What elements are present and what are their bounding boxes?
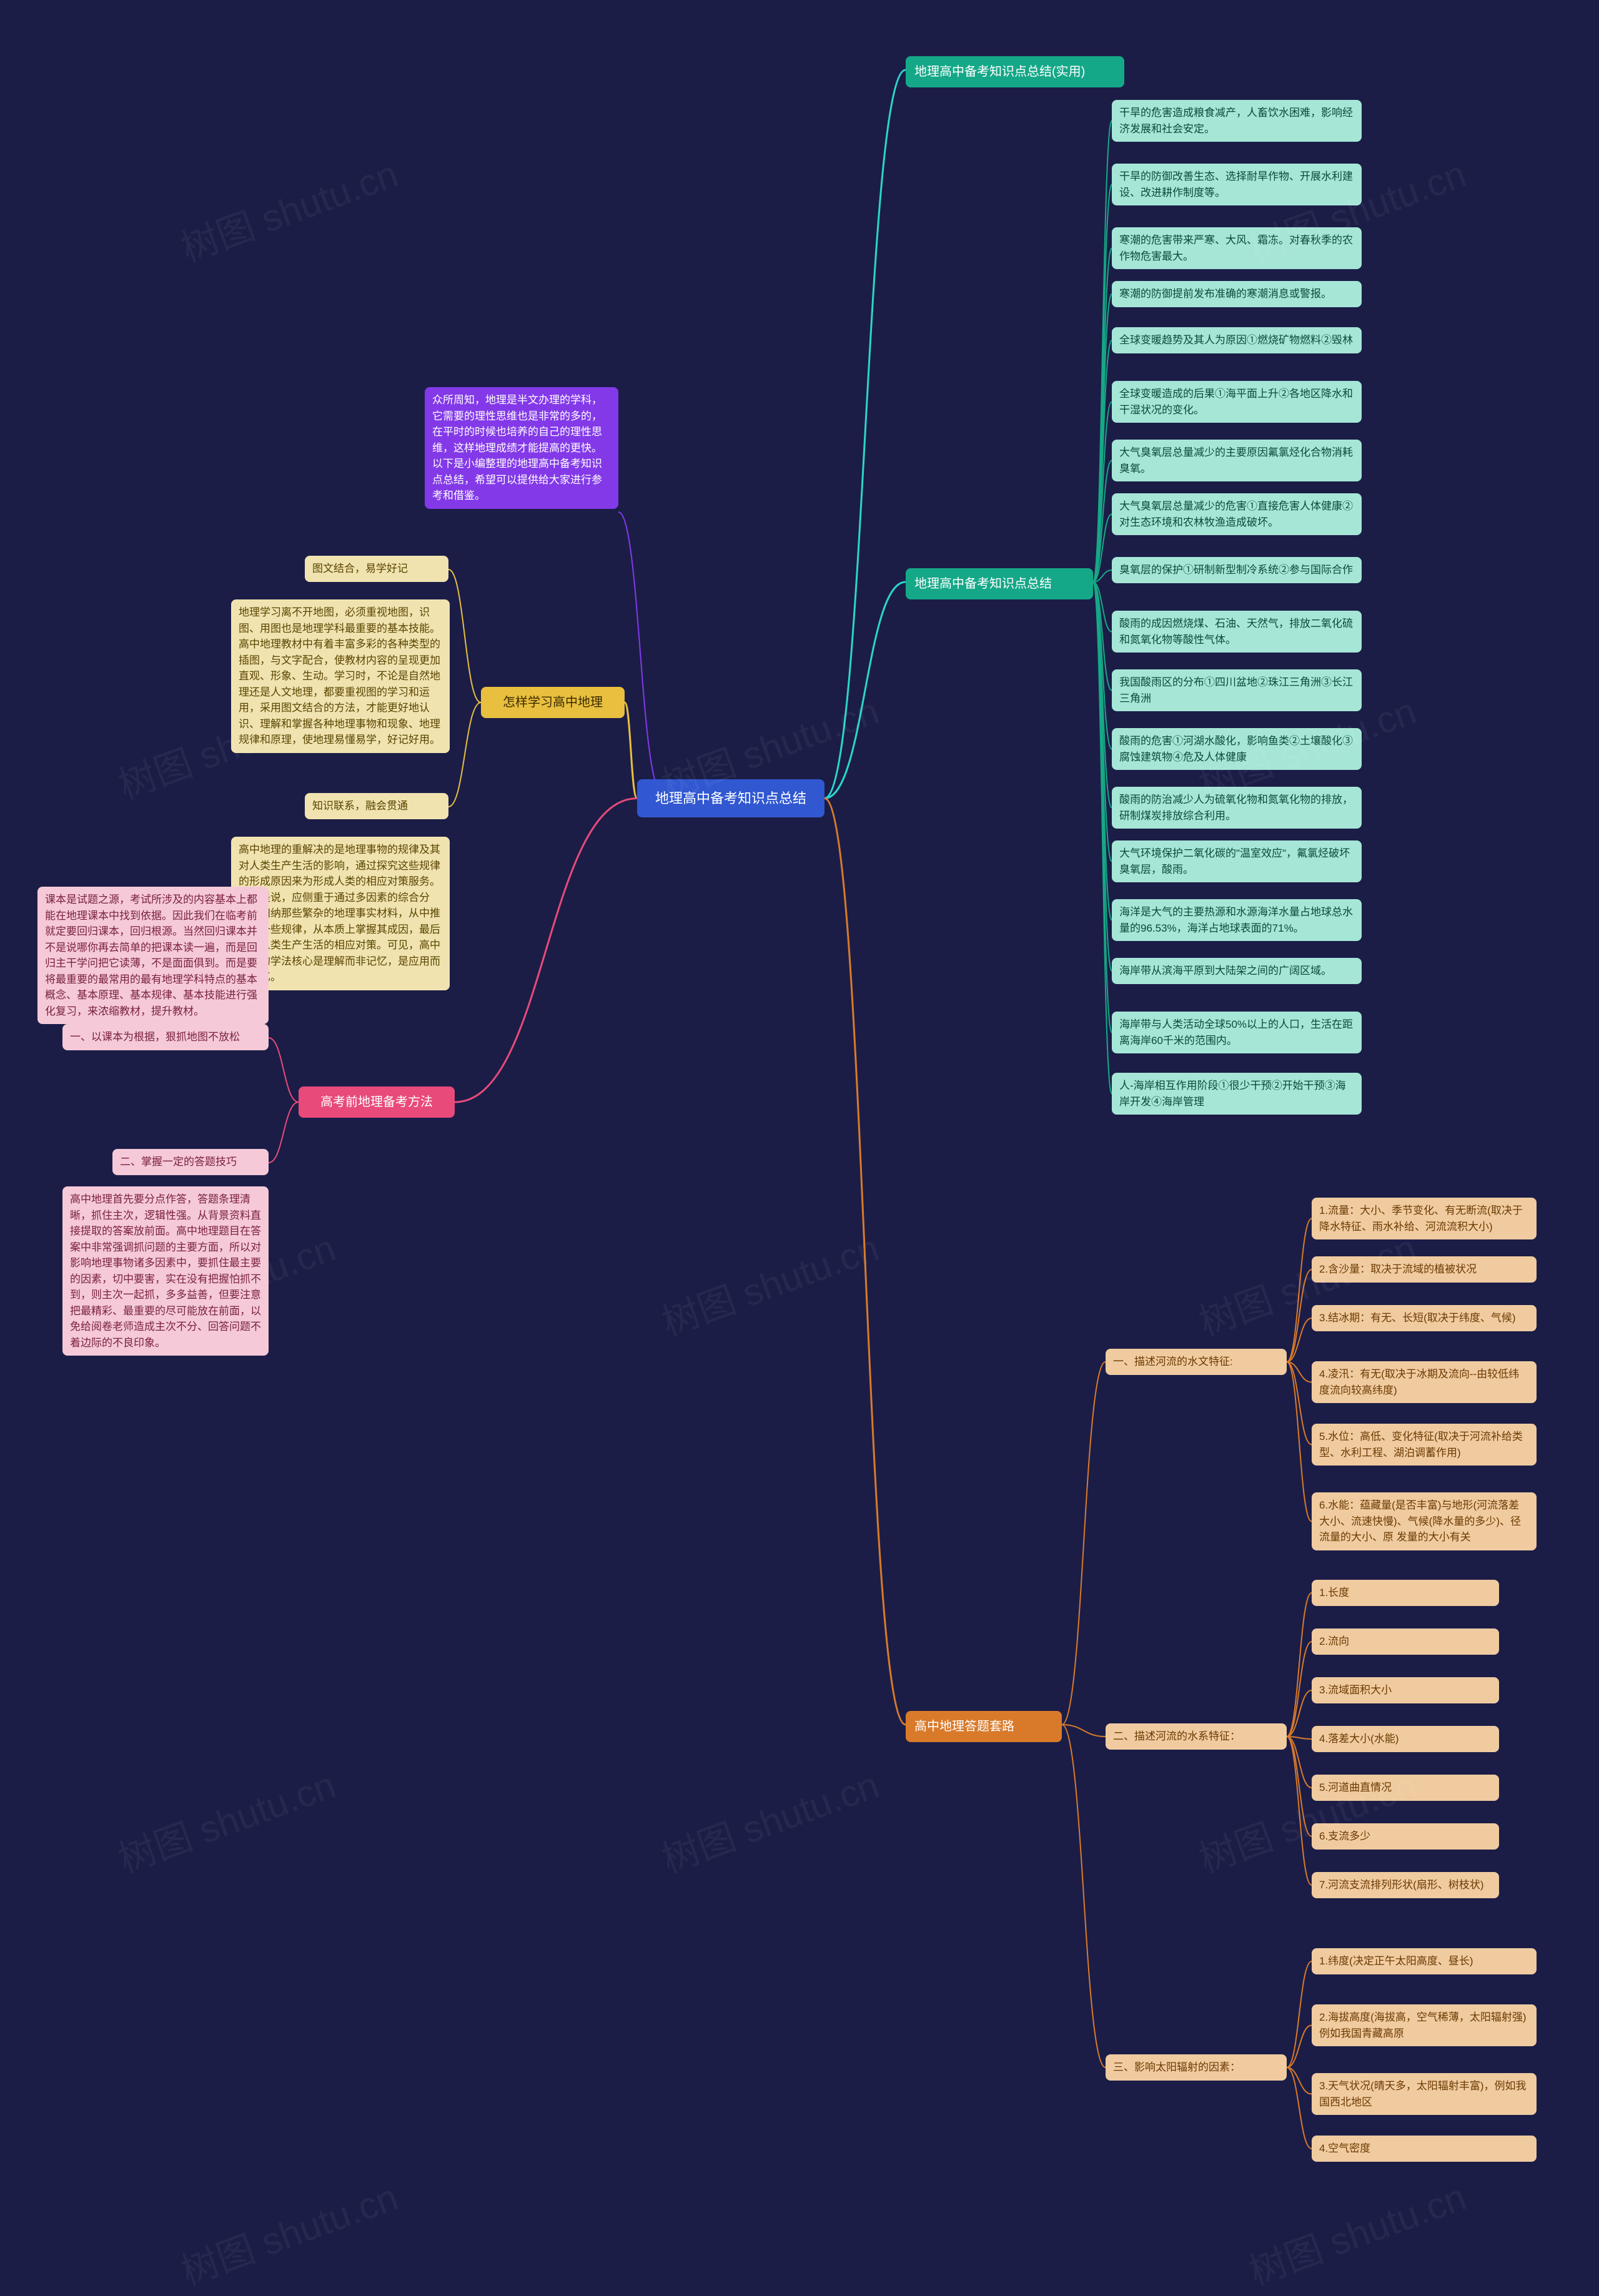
summary-item-4: 全球变暖趋势及其人为原因①燃烧矿物燃料②毁林 (1112, 327, 1362, 353)
sec2-item-0: 1.长度 (1312, 1580, 1499, 1606)
exam-a-detail: 课本是试题之源，考试所涉及的内容基本上都能在地理课本中找到依据。因此我们在临考前… (37, 887, 269, 1024)
watermark: 树图 shutu.cn (653, 1755, 885, 1883)
summary-item-10: 我国酸雨区的分布①四川盆地②珠江三角洲③长江三角洲 (1112, 669, 1362, 711)
intro-node: 众所周知，地理是半文办理的学科，它需要的理性思维也是非常的多的，在平时的时候也培… (425, 387, 618, 509)
summary-item-2: 寒潮的危害带来严寒、大风、霜冻。对春秋季的农作物危害最大。 (1112, 227, 1362, 269)
summary-item-7: 大气臭氧层总量减少的危害①直接危害人体健康②对生态环境和农林牧渔造成破坏。 (1112, 493, 1362, 535)
sec2-item-6: 7.河流支流排列形状(扇形、树枝状) (1312, 1872, 1499, 1898)
study-a-detail: 地理学习离不开地图，必须重视地图，识图、用图也是地理学科最重要的基本技能。高中地… (231, 599, 450, 753)
sec2-item-2: 3.流域面积大小 (1312, 1677, 1499, 1703)
sec2-item-1: 2.流向 (1312, 1628, 1499, 1655)
study-title: 怎样学习高中地理 (481, 687, 625, 718)
summary-item-17: 人-海岸相互作用阶段①很少干预②开始干预③海岸开发④海岸管理 (1112, 1073, 1362, 1115)
sec3-item-3: 4.空气密度 (1312, 2136, 1537, 2162)
sec2-item-3: 4.落差大小(水能) (1312, 1726, 1499, 1752)
sec1-item-0: 1.流量：大小、季节变化、有无断流(取决于降水特征、雨水补给、河流流积大小) (1312, 1198, 1537, 1239)
watermark: 树图 shutu.cn (172, 144, 404, 272)
study-a: 图文结合，易学好记 (305, 556, 448, 582)
study-b: 知识联系，融会贯通 (305, 793, 448, 819)
summary-item-3: 寒潮的防御提前发布准确的寒潮消息或警报。 (1112, 281, 1362, 307)
sec1-item-2: 3.结冰期：有无、长短(取决于纬度、气候) (1312, 1305, 1537, 1331)
sec3-title: 三、影响太阳辐射的因素： (1106, 2054, 1287, 2081)
summary-item-13: 大气环境保护二氧化碳的"温室效应"，氟氯烃破坏臭氧层，酸雨。 (1112, 840, 1362, 882)
routines-title: 高中地理答题套路 (906, 1711, 1062, 1742)
sec2-item-4: 5.河道曲直情况 (1312, 1775, 1499, 1801)
sec3-item-0: 1.纬度(决定正午太阳高度、昼长) (1312, 1948, 1537, 1974)
summary-item-8: 臭氧层的保护①研制新型制冷系统②参与国际合作 (1112, 557, 1362, 583)
summary-title: 地理高中备考知识点总结 (906, 568, 1093, 599)
summary-item-16: 海岸带与人类活动全球50%以上的人口，生活在距离海岸60千米的范围内。 (1112, 1012, 1362, 1053)
watermark: 树图 shutu.cn (110, 1755, 342, 1883)
sec1-title: 一、描述河流的水文特征: (1106, 1349, 1287, 1375)
exam-a: 一、以课本为根据，狠抓地图不放松 (62, 1024, 269, 1050)
summary-item-14: 海洋是大气的主要热源和水源海洋水量占地球总水量的96.53%，海洋占地球表面的7… (1112, 899, 1362, 941)
sec1-item-5: 6.水能：蕴藏量(是否丰富)与地形(河流落差大小、流速快慢)、气候(降水量的多少… (1312, 1492, 1537, 1550)
summary-item-6: 大气臭氧层总量减少的主要原因氟氯烃化合物消耗臭氧。 (1112, 440, 1362, 481)
watermark: 树图 shutu.cn (653, 1218, 885, 1346)
summary-item-11: 酸雨的危害①河湖水酸化，影响鱼类②土壤酸化③腐蚀建筑物④危及人体健康 (1112, 728, 1362, 770)
root-node: 地理高中备考知识点总结 (637, 779, 824, 817)
exam-b-detail: 高中地理首先要分点作答，答题条理清晰，抓住主次，逻辑性强。从背景资料直接提取的答… (62, 1186, 269, 1356)
practical-title: 地理高中备考知识点总结(实用) (906, 56, 1124, 87)
summary-item-9: 酸雨的成因燃烧煤、石油、天然气，排放二氧化硫和氮氧化物等酸性气体。 (1112, 611, 1362, 653)
exam-title: 高考前地理备考方法 (299, 1086, 455, 1118)
summary-item-1: 干旱的防御改善生态、选择耐旱作物、开展水利建设、改进耕作制度等。 (1112, 164, 1362, 205)
sec1-item-3: 4.凌汛：有无(取决于冰期及流向--由较低纬度流向较高纬度) (1312, 1361, 1537, 1403)
sec3-item-2: 3.天气状况(晴天多，太阳辐射丰富)，例如我国西北地区 (1312, 2073, 1537, 2115)
sec3-item-1: 2.海拔高度(海拔高，空气稀薄，太阳辐射强)例如我国青藏高原 (1312, 2004, 1537, 2046)
sec1-item-4: 5.水位：高低、变化特征(取决于河流补给类型、水利工程、湖泊调蓄作用) (1312, 1424, 1537, 1466)
sec2-item-5: 6.支流多少 (1312, 1823, 1499, 1850)
sec1-item-1: 2.含沙量：取决于流域的植被状况 (1312, 1256, 1537, 1283)
summary-item-15: 海岸带从滨海平原到大陆架之间的广阔区域。 (1112, 958, 1362, 984)
summary-item-5: 全球变暖造成的后果①海平面上升②各地区降水和干湿状况的变化。 (1112, 381, 1362, 423)
summary-item-12: 酸雨的防治减少人为硫氧化物和氮氧化物的排放，研制煤炭排放综合利用。 (1112, 787, 1362, 829)
sec2-title: 二、描述河流的水系特征： (1106, 1723, 1287, 1750)
exam-b: 二、掌握一定的答题技巧 (112, 1149, 269, 1175)
summary-item-0: 干旱的危害造成粮食减产，人畜饮水困难，影响经济发展和社会安定。 (1112, 100, 1362, 142)
